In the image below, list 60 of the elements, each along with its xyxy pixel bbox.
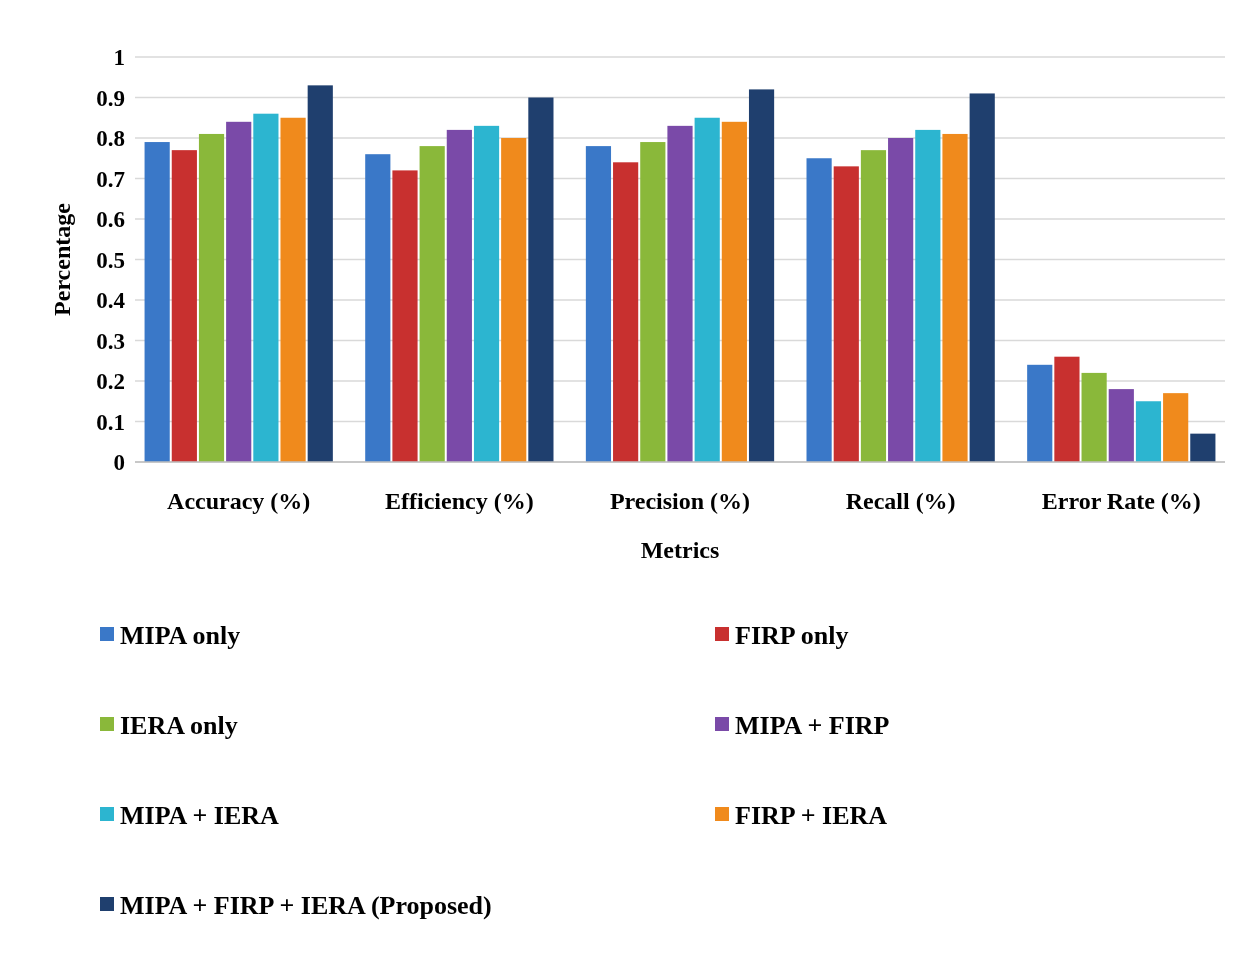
bar [613,162,639,462]
bar [501,138,527,462]
bar [748,89,775,462]
bar [1054,356,1080,462]
bar [226,121,252,462]
legend-label: MIPA + IERA [120,801,279,831]
bar [280,117,306,462]
x-tick-label: Precision (%) [609,488,751,514]
x-tick-label: Efficiency (%) [385,488,534,514]
y-tick-label: 0.9 [96,85,125,111]
y-tick-label: 0.6 [96,207,125,233]
bar [1135,401,1162,462]
bar [144,142,170,462]
bar [528,97,554,462]
bar [915,129,941,462]
bar [585,146,612,462]
bar [860,150,887,462]
bar [253,113,279,462]
legend-label: MIPA + FIRP [735,711,890,741]
y-tick-label: 0.2 [96,369,125,395]
bar [969,93,995,462]
bar [392,170,418,462]
bar [1027,364,1053,462]
bar [1163,393,1189,462]
legend-label: MIPA + FIRP + IERA (Proposed) [120,891,492,921]
y-tick-label: 0.5 [96,247,125,273]
bar [171,150,197,462]
bar [1108,389,1134,462]
y-tick-label: 0.7 [96,166,125,192]
bar [1190,433,1216,462]
x-axis-title: Metrics [640,537,720,563]
bar [365,154,391,462]
bar [806,158,832,462]
bar [833,166,859,462]
bar [667,125,693,462]
bar [721,121,747,462]
bar [473,125,500,462]
bar [1081,372,1107,462]
bar [640,142,666,462]
x-tick-label: Accuracy (%) [167,488,311,514]
bar [446,129,472,462]
bar [198,133,225,462]
y-tick-label: 0 [113,450,125,476]
bar [888,138,914,462]
y-tick-label: 0.1 [96,409,125,435]
bar [694,117,720,462]
bar [419,146,445,462]
y-tick-label: 0.4 [96,288,126,314]
x-tick-label: Recall (%) [845,488,956,514]
y-tick-label: 0.3 [96,328,125,354]
legend-label: IERA only [120,711,238,741]
legend-label: MIPA only [120,621,241,651]
y-tick-label: 1 [113,45,125,71]
bar [942,133,968,462]
bar [307,85,333,462]
y-tick-label: 0.8 [96,126,125,152]
x-tick-label: Error Rate (%) [1041,488,1201,514]
legend-label: FIRP + IERA [735,801,888,831]
legend-label: FIRP only [735,621,849,651]
y-axis-title: Percentage [49,202,75,316]
